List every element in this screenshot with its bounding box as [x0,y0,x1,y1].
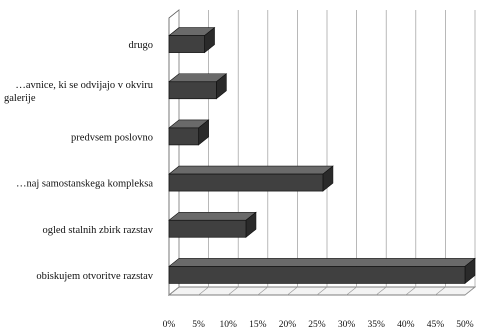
bar [168,73,228,100]
floor-tick [435,286,446,296]
bar [168,119,210,146]
x-tick-label: 45% [427,320,445,329]
x-tick-labels: 0% 5% 10% 15% 20% 25% 30% 35% 40% 45% 50% [163,320,474,329]
floor-tick [346,286,357,296]
floor-tick [287,286,298,296]
chart-back-wall [167,9,477,296]
bar-top-face [168,211,257,221]
gridlines [168,10,476,296]
category-label: drugo [129,40,154,51]
bar-top-face [168,165,334,175]
bars [168,26,476,285]
category-label: galerije [4,93,36,104]
category-label: ogled stalnih zbirk razstav [42,225,153,236]
x-tick-label: 25% [308,320,326,329]
bar [168,211,257,238]
floor-tick [464,286,476,296]
x-tick-label: 30% [338,320,356,329]
bar-front-face [168,173,324,192]
category-label: …naj samostanskega kompleksa [16,179,153,190]
bar-front-face [168,127,199,146]
x-tick-label: 50% [456,320,474,329]
x-tick-label: 15% [249,320,267,329]
x-tick-label: 5% [192,320,205,329]
bar [168,257,476,285]
floor-tick [257,286,269,296]
category-label: obiskujem otvoritve razstav [36,271,153,282]
floor-tick [375,286,387,296]
bar [168,26,216,54]
x-tick-label: 20% [279,320,297,329]
floor-tick [316,286,328,296]
bar [168,165,334,192]
floor-tick [198,286,209,296]
bar-front-face [168,266,466,284]
category-label: …avnice, ki se odvijajo v okviru [15,80,153,91]
floor-tick [168,286,180,296]
x-tick-label: 40% [397,320,415,329]
floor-tick [227,286,239,296]
bar-front-face [168,81,217,100]
x-tick-label: 35% [367,320,385,329]
bar-front-face [168,219,247,238]
bar-top-face [168,258,476,267]
category-label: predvsem poslovno [71,132,153,143]
x-tick-label: 0% [163,320,176,329]
x-tick-label: 10% [219,320,237,329]
bar-front-face [168,35,205,53]
floor-tick [405,286,417,296]
category-labels: drugo …avnice, ki se odvijajo v okviru gal… [4,40,154,282]
